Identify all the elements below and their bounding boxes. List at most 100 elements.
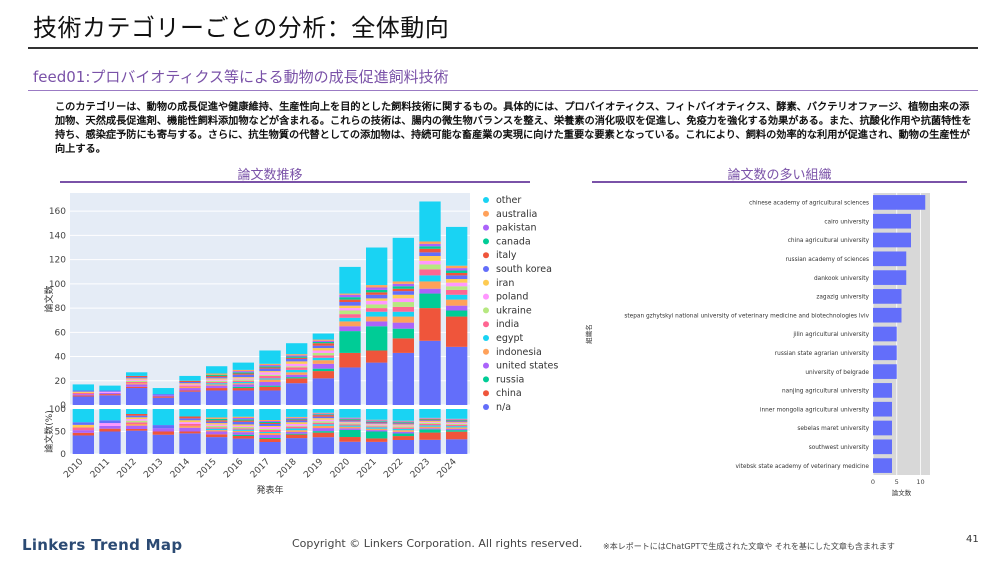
legend-label: united states bbox=[496, 361, 558, 372]
share-bar-segment bbox=[339, 426, 361, 429]
share-bar-segment bbox=[339, 421, 361, 423]
share-bar-segment bbox=[286, 416, 308, 418]
bar-segment bbox=[366, 321, 388, 327]
share-bar-segment bbox=[179, 409, 201, 417]
bar-segment bbox=[126, 384, 148, 387]
share-bar-segment bbox=[259, 432, 281, 433]
bar-segment bbox=[392, 281, 414, 284]
share-bar-segment bbox=[126, 430, 148, 454]
bar-segment bbox=[339, 308, 361, 311]
bar-segment bbox=[126, 375, 148, 378]
bar-segment bbox=[232, 374, 254, 378]
share-bar-segment bbox=[259, 430, 281, 432]
bar-segment bbox=[206, 373, 228, 375]
bar-segment bbox=[312, 357, 334, 361]
bar-segment bbox=[366, 294, 388, 299]
share-bar-segment bbox=[366, 430, 388, 432]
bar-segment bbox=[446, 305, 468, 311]
bar-segment bbox=[232, 384, 254, 387]
bar-segment bbox=[72, 396, 94, 405]
bar-segment bbox=[99, 392, 121, 395]
left-panel-rule bbox=[60, 181, 530, 183]
bar-segment bbox=[312, 350, 334, 353]
bar-segment bbox=[392, 283, 414, 287]
share-bar-segment bbox=[232, 424, 254, 426]
org-label: dankook university bbox=[814, 276, 870, 282]
share-bar-segment bbox=[126, 429, 148, 431]
bar-segment bbox=[259, 366, 281, 368]
bar-segment bbox=[366, 316, 388, 322]
bar-segment bbox=[152, 388, 174, 395]
bar-segment bbox=[99, 394, 121, 396]
bar-segment bbox=[392, 288, 414, 292]
share-bar-segment bbox=[446, 418, 468, 420]
share-bar-segment bbox=[99, 428, 121, 432]
share-bar-segment bbox=[446, 430, 468, 432]
org-label: vitebsk state academy of veterinary medi… bbox=[736, 464, 870, 470]
bar-segment bbox=[366, 326, 388, 351]
bar-segment bbox=[126, 386, 148, 389]
bar-segment bbox=[419, 264, 441, 270]
org-bar bbox=[873, 195, 926, 210]
share-bar-segment bbox=[206, 425, 228, 428]
share-bar-segment bbox=[286, 434, 308, 439]
bar-segment bbox=[446, 299, 468, 306]
share-bar-segment bbox=[232, 432, 254, 435]
bar-segment bbox=[72, 390, 94, 392]
share-bar-segment bbox=[339, 425, 361, 427]
bar-segment bbox=[232, 381, 254, 384]
share-bar-segment bbox=[339, 418, 361, 420]
org-label: chinese academy of agricultural sciences bbox=[749, 201, 869, 207]
share-bar-segment bbox=[366, 421, 388, 423]
bar-segment bbox=[339, 314, 361, 318]
share-bar-segment bbox=[366, 419, 388, 421]
y-tick-label: 140 bbox=[49, 231, 66, 241]
org-label: sebelas maret university bbox=[797, 426, 869, 432]
share-bar-segment bbox=[419, 426, 441, 429]
bar-segment bbox=[286, 383, 308, 405]
share-bar-segment bbox=[312, 418, 334, 420]
share-bar-segment bbox=[126, 420, 148, 423]
share-bar-segment bbox=[72, 427, 94, 431]
share-bar-segment bbox=[312, 412, 334, 414]
share-bar-segment bbox=[446, 422, 468, 424]
bar-segment bbox=[232, 373, 254, 375]
bar-segment bbox=[286, 355, 308, 357]
y-tick-label: 120 bbox=[49, 256, 66, 266]
bar-segment bbox=[206, 384, 228, 386]
bar-segment bbox=[339, 367, 361, 405]
bar-segment bbox=[179, 386, 201, 389]
bar-segment bbox=[339, 293, 361, 295]
share-bar-segment bbox=[206, 430, 228, 432]
bar-segment bbox=[339, 299, 361, 303]
share-bar-segment bbox=[392, 430, 414, 432]
share-bar-segment bbox=[206, 409, 228, 418]
share-bar-segment bbox=[126, 419, 148, 421]
share-bar-segment bbox=[232, 418, 254, 420]
share-bar-segment bbox=[99, 431, 121, 454]
share-bar-segment bbox=[366, 420, 388, 422]
legend-marker bbox=[483, 224, 489, 231]
bar-segment bbox=[419, 308, 441, 341]
share-bar-segment bbox=[339, 418, 361, 419]
bar-segment bbox=[392, 294, 414, 299]
org-bar bbox=[873, 439, 892, 455]
share-bar-segment bbox=[286, 417, 308, 419]
bar-segment bbox=[72, 384, 94, 391]
share-bar-segment bbox=[259, 422, 281, 423]
share-bar-segment bbox=[392, 422, 414, 423]
legend-marker bbox=[483, 293, 489, 300]
bar-segment bbox=[366, 285, 388, 288]
share-bar-segment bbox=[286, 438, 308, 454]
bar-segment bbox=[259, 385, 281, 387]
bar-segment bbox=[312, 371, 334, 379]
org-label: stepan gzhytskyi national university of … bbox=[624, 313, 869, 319]
share-bar-segment bbox=[366, 423, 388, 425]
bar-segment bbox=[179, 388, 201, 391]
share-bar-segment bbox=[126, 424, 148, 426]
bar-segment bbox=[312, 342, 334, 344]
bar-segment bbox=[152, 395, 174, 397]
bar-segment bbox=[259, 374, 281, 376]
share-bar-segment bbox=[446, 424, 468, 425]
bar-segment bbox=[366, 304, 388, 309]
